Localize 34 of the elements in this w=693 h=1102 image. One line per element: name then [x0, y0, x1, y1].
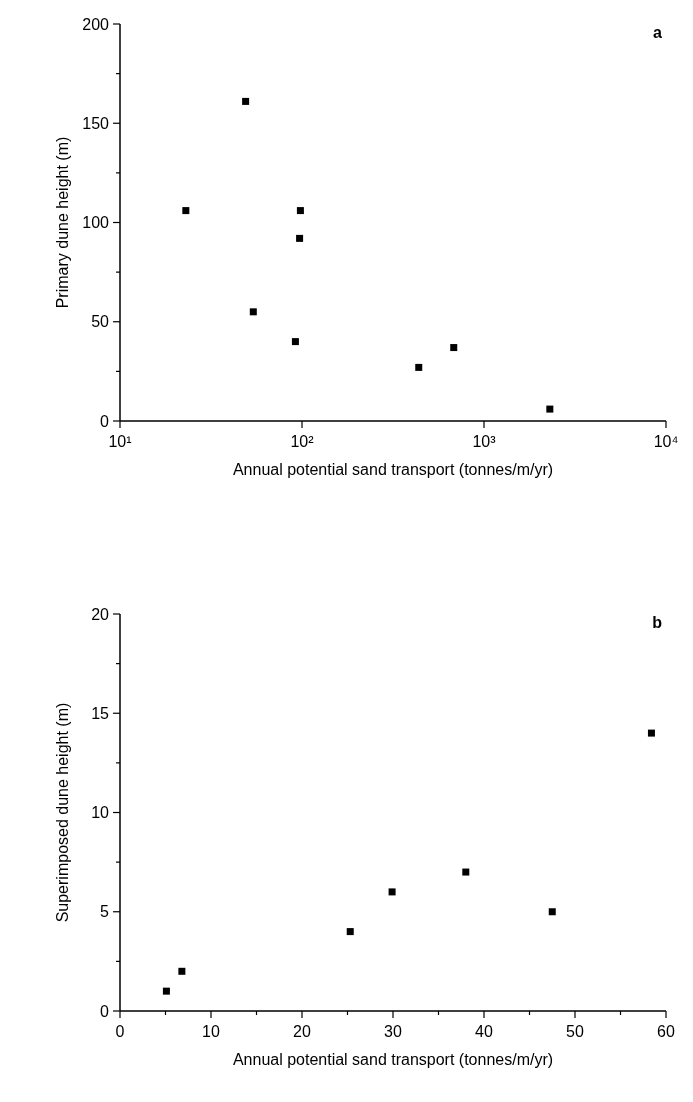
point	[647, 729, 655, 737]
y-tick-label: 15	[91, 704, 110, 722]
x-tick-label: 10⁴	[653, 433, 679, 450]
annotation: a	[653, 24, 663, 41]
x-tick-label: 30	[384, 1023, 402, 1040]
y-axis-title: Superimposed dune height (m)	[54, 702, 71, 923]
x-tick-label: 10	[202, 1023, 220, 1040]
y-tick-label: 0	[100, 412, 110, 430]
x-axis-title: Annual potential sand transport (tonnes/m/yr)	[232, 461, 554, 478]
x-tick-label: 10³	[472, 433, 497, 450]
x-axis-title: Annual potential sand transport (tonnes/m/yr)	[232, 1051, 554, 1068]
y-tick-label: 5	[100, 903, 110, 921]
y-tick-label: 20	[91, 605, 110, 623]
point	[462, 868, 470, 876]
y-tick-label: 0	[100, 1002, 110, 1020]
y-tick-label: 150	[82, 114, 110, 132]
y-tick-label: 10	[91, 804, 110, 821]
y-axis-title: Primary dune height (m)	[54, 136, 71, 309]
y-tick-label: 200	[82, 15, 110, 33]
y-tick-label: 100	[82, 214, 110, 231]
point	[346, 928, 354, 936]
x-tick-label: 20	[293, 1023, 311, 1040]
x-tick-label: 50	[566, 1023, 584, 1040]
y-tick-label: 50	[91, 313, 110, 331]
x-tick-label: 0	[115, 1023, 125, 1040]
x-tick-label: 10¹	[108, 433, 132, 450]
point	[178, 967, 186, 975]
point	[162, 987, 170, 995]
x-tick-label: 10²	[290, 433, 315, 450]
x-tick-label: 40	[475, 1023, 493, 1040]
annotation: b	[652, 614, 663, 631]
point	[388, 888, 396, 896]
x-tick-label: 60	[657, 1023, 675, 1040]
point	[548, 908, 556, 916]
